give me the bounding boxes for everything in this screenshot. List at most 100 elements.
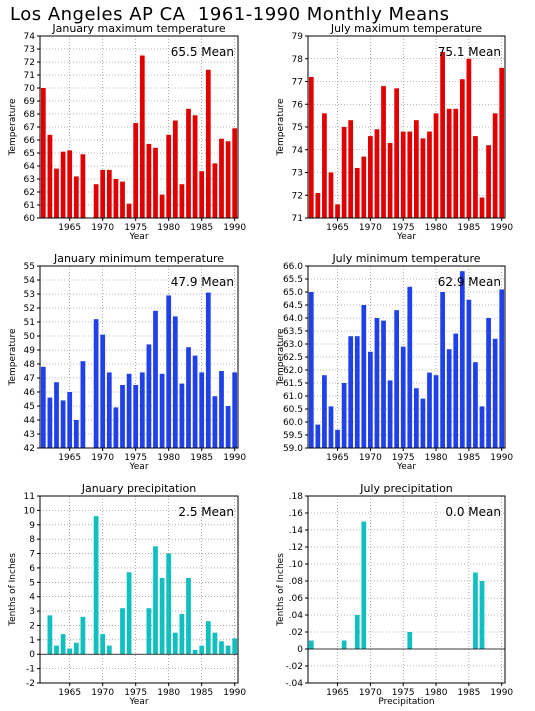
bar bbox=[348, 120, 354, 218]
y-tick-label: 2 bbox=[29, 621, 35, 631]
bar bbox=[473, 362, 478, 448]
y-axis-label: Temperature bbox=[276, 328, 286, 386]
bar bbox=[387, 142, 393, 218]
bar bbox=[192, 115, 198, 218]
x-axis-label: Year bbox=[396, 462, 416, 472]
y-tick-label: 1 bbox=[29, 636, 35, 646]
y-tick-label: .12 bbox=[289, 543, 303, 553]
bar bbox=[413, 120, 419, 218]
chart-jul-precip: July precipitation -.04 -.02 0 .02 .04 .06 .08.… bbox=[276, 482, 513, 707]
bar bbox=[308, 640, 314, 649]
y-tick-label: 73 bbox=[292, 169, 303, 179]
bar bbox=[407, 131, 413, 218]
y-tick-label: 64 bbox=[24, 162, 36, 172]
y-tick-label: 60 bbox=[24, 214, 36, 224]
y-tick-label: 6 bbox=[29, 564, 35, 574]
y-tick-label: 65 bbox=[24, 149, 35, 159]
bar bbox=[100, 169, 106, 218]
y-tick-label: 78 bbox=[292, 55, 304, 65]
bar bbox=[67, 150, 73, 218]
x-axis-label: Year bbox=[128, 232, 148, 242]
bar bbox=[486, 145, 491, 218]
y-tick-label: 66 bbox=[24, 136, 36, 146]
bar bbox=[315, 192, 321, 218]
y-tick-label: 74 bbox=[24, 32, 36, 42]
y-axis-label: Tenths of Inches bbox=[276, 553, 286, 627]
bar bbox=[106, 372, 112, 448]
y-tick-label: 0 bbox=[29, 650, 35, 660]
y-tick-label: 46 bbox=[24, 388, 36, 398]
y-tick-label: .18 bbox=[289, 492, 304, 502]
bar bbox=[473, 572, 478, 649]
x-tick-label: 1975 bbox=[124, 223, 147, 233]
bar bbox=[354, 336, 360, 448]
bar bbox=[322, 113, 327, 218]
bar bbox=[225, 406, 231, 448]
bar bbox=[60, 634, 66, 655]
x-tick-label: 1975 bbox=[392, 223, 415, 233]
y-tick-label: 4 bbox=[29, 593, 35, 603]
x-tick-label: 1990 bbox=[490, 688, 513, 698]
bar bbox=[479, 581, 485, 649]
bar bbox=[492, 113, 498, 218]
bar bbox=[308, 292, 314, 448]
bar bbox=[400, 346, 406, 448]
chart-jan-max: January maximum temperature 60 61 62 63 64 65 6… bbox=[8, 22, 246, 242]
y-tick-label: 59.5 bbox=[283, 431, 303, 441]
bar bbox=[120, 385, 125, 448]
y-tick-label: .02 bbox=[289, 628, 303, 638]
bar bbox=[166, 295, 172, 448]
y-tick-label: 60.5 bbox=[283, 405, 303, 415]
y-tick-label: 43 bbox=[24, 430, 35, 440]
bar bbox=[166, 553, 172, 655]
chart-jul-min: July minimum temperature 59.0 59.5 60.0 60.5… bbox=[276, 252, 513, 472]
bar bbox=[199, 645, 205, 655]
bar bbox=[212, 632, 218, 655]
x-tick-label: 1970 bbox=[91, 453, 114, 463]
y-tick-label: 64.5 bbox=[283, 301, 303, 311]
y-tick-label: 50 bbox=[24, 332, 36, 342]
bar bbox=[387, 380, 393, 448]
bar bbox=[407, 632, 413, 649]
bar bbox=[361, 305, 367, 448]
chart-title: January minimum temperature bbox=[53, 252, 224, 265]
x-axis-label: Year bbox=[396, 232, 416, 242]
bar bbox=[433, 375, 439, 448]
bar bbox=[47, 134, 53, 218]
x-tick-label: 1975 bbox=[124, 688, 147, 698]
bar bbox=[479, 406, 485, 448]
x-tick-label: 1970 bbox=[359, 223, 382, 233]
y-tick-label: 8 bbox=[29, 535, 35, 545]
bar bbox=[205, 292, 211, 448]
bar bbox=[328, 172, 334, 218]
y-axis-label: Tenths of Inches bbox=[8, 553, 18, 627]
bar bbox=[328, 406, 334, 448]
bar bbox=[400, 131, 406, 218]
bar bbox=[153, 546, 158, 655]
bar bbox=[335, 204, 340, 218]
y-tick-label: .14 bbox=[289, 526, 304, 536]
bar bbox=[212, 396, 218, 448]
bar bbox=[166, 134, 172, 218]
bar bbox=[106, 645, 112, 655]
bar bbox=[126, 572, 132, 655]
bar bbox=[341, 127, 347, 218]
x-tick-label: 1990 bbox=[490, 453, 513, 463]
bar bbox=[126, 373, 132, 448]
bar bbox=[93, 184, 99, 218]
bar bbox=[205, 621, 211, 655]
y-tick-label: 67 bbox=[24, 123, 35, 133]
y-tick-label: 48 bbox=[24, 360, 36, 370]
y-tick-label: 72 bbox=[292, 191, 303, 201]
bar bbox=[413, 388, 419, 448]
bar bbox=[446, 349, 452, 448]
bar bbox=[420, 398, 426, 448]
bar bbox=[100, 334, 106, 448]
y-tick-label: 59.0 bbox=[283, 444, 303, 454]
y-tick-label: 52 bbox=[24, 304, 35, 314]
y-tick-label: 3 bbox=[29, 607, 35, 617]
bar bbox=[54, 645, 59, 655]
bar bbox=[80, 154, 86, 218]
x-tick-label: 1965 bbox=[58, 223, 81, 233]
bar bbox=[381, 320, 386, 448]
